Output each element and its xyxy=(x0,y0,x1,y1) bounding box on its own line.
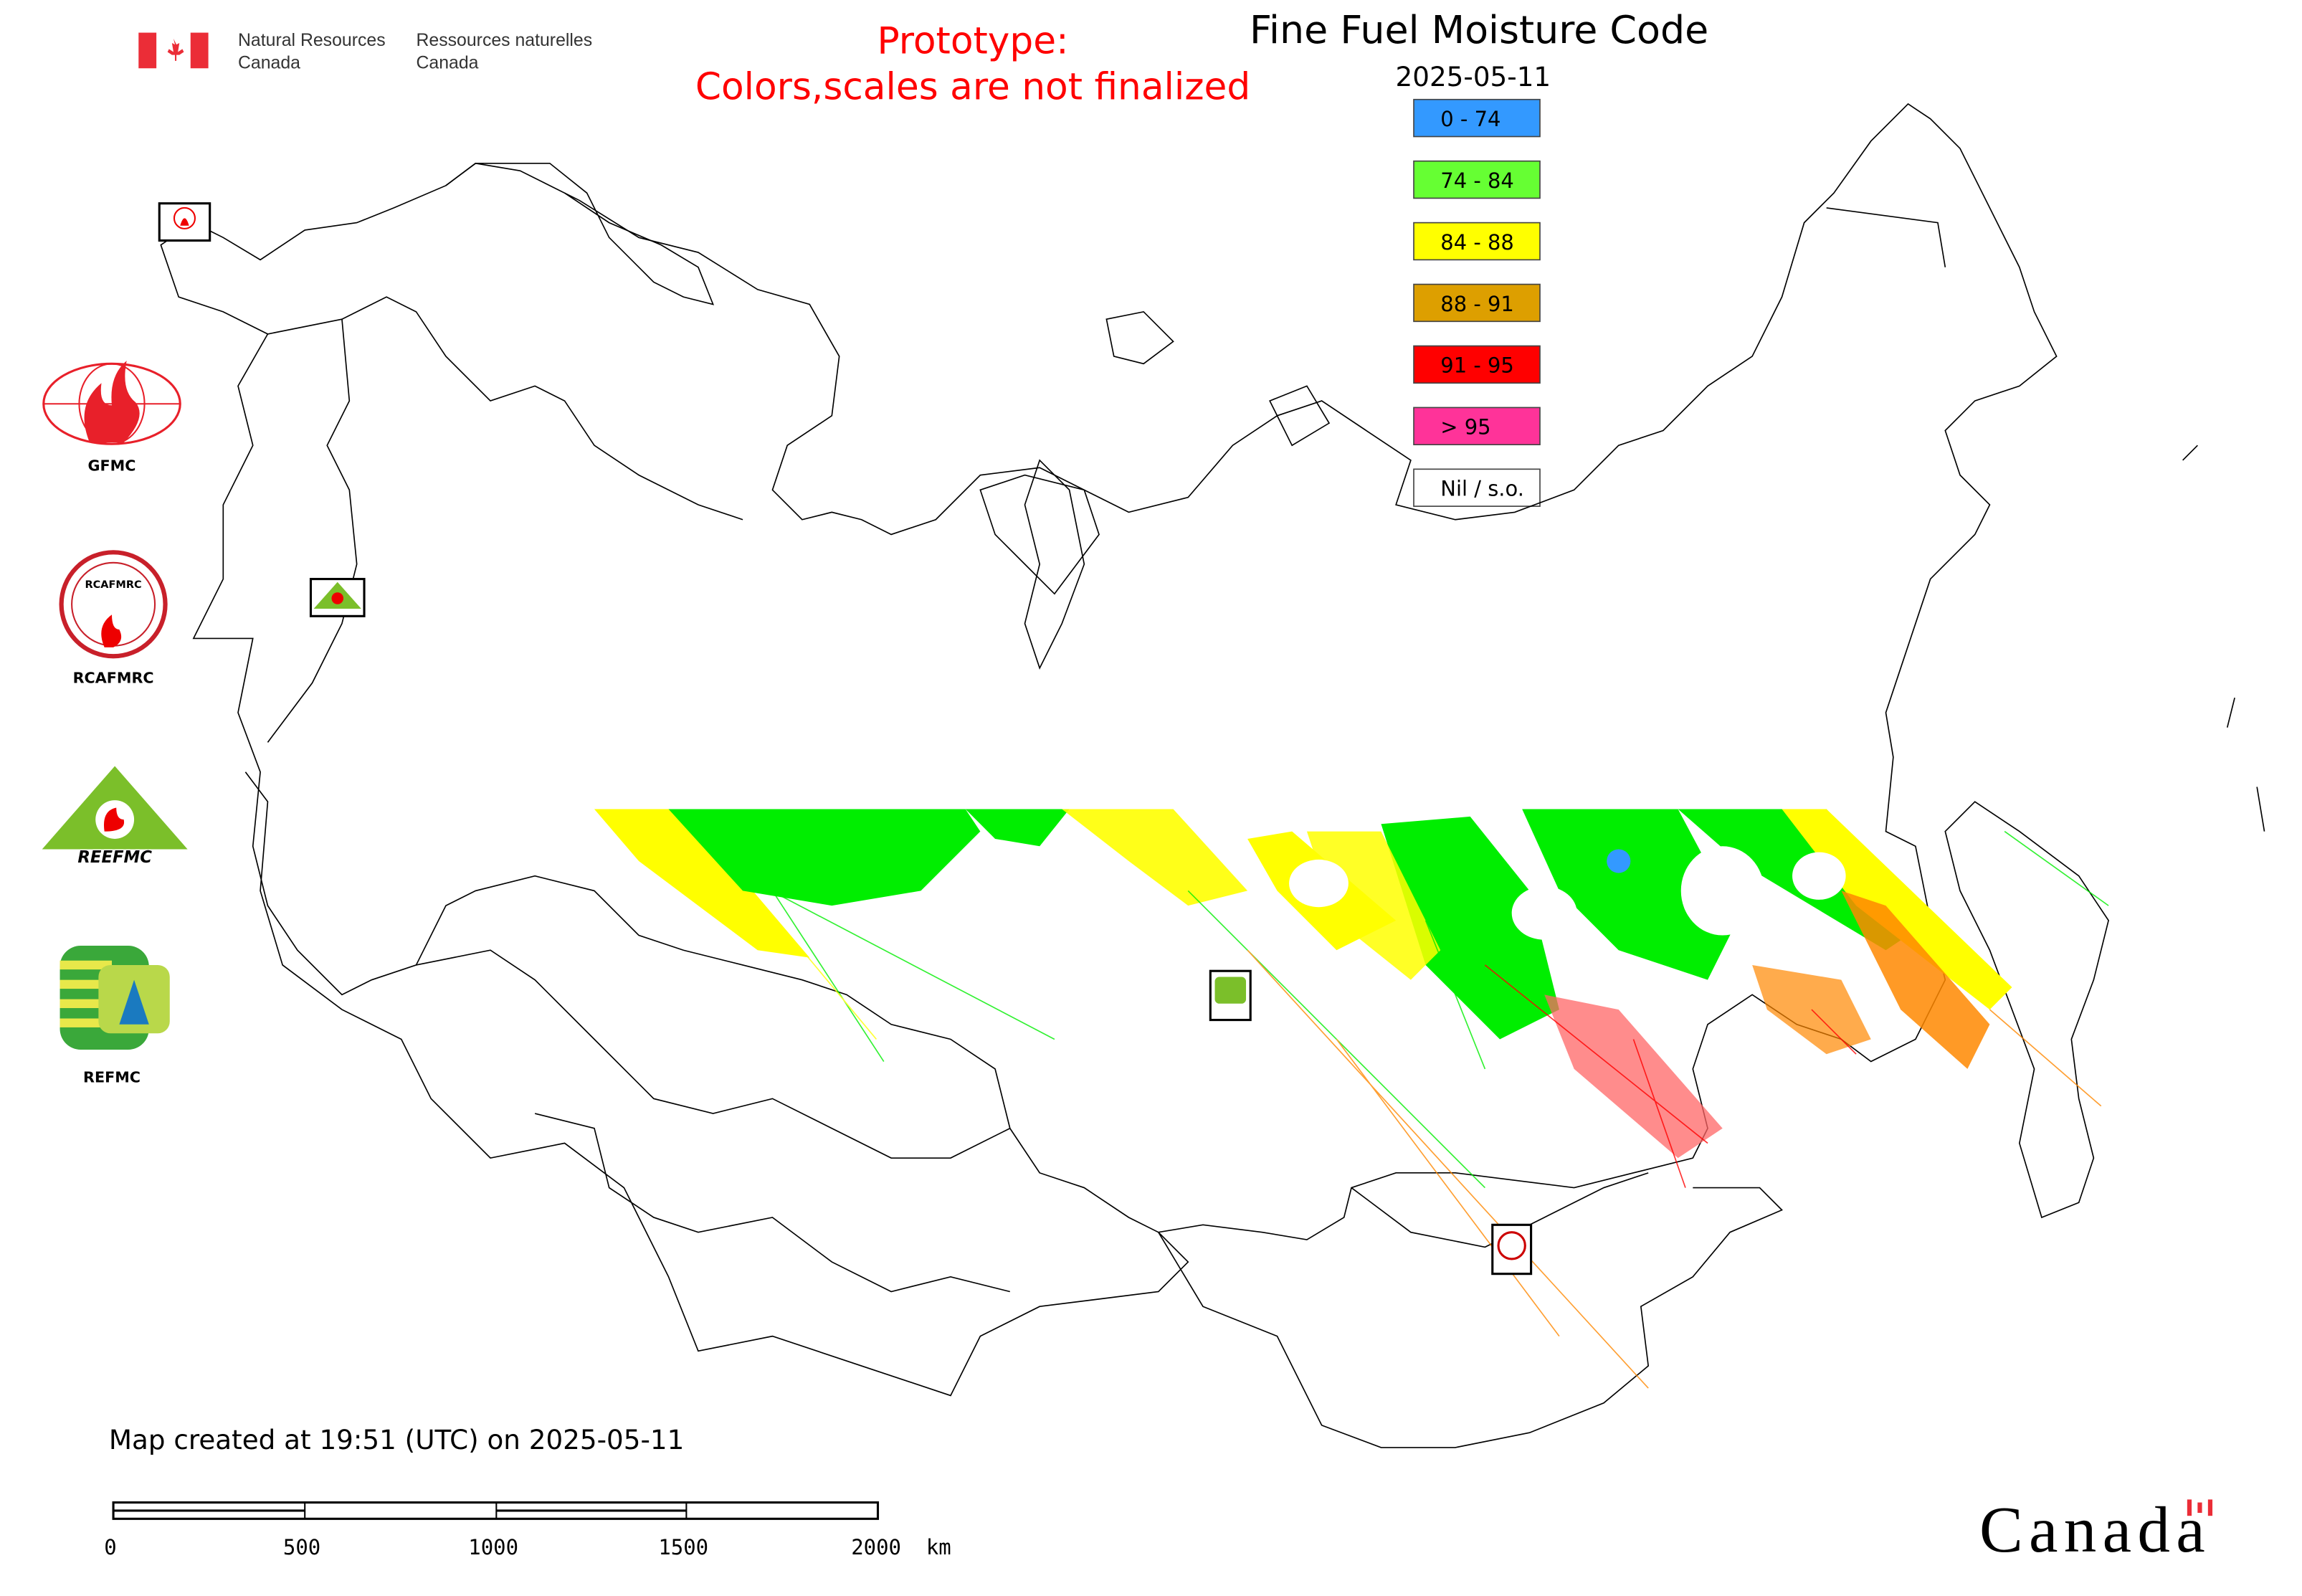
refmc-label: REFMC xyxy=(83,1069,141,1086)
legend-swatch xyxy=(1413,98,1541,138)
legend-item: 74 - 84 xyxy=(1413,160,1541,199)
legend-item: Nil / s.o. xyxy=(1413,468,1541,507)
gfmc-label: GFMC xyxy=(88,457,136,474)
legend-label: 74 - 84 xyxy=(1440,168,1514,193)
legend-swatch xyxy=(1413,222,1541,261)
prototype-line2: Colors,scales are not finalized xyxy=(695,66,1250,109)
ffmc-data-overlay xyxy=(594,809,2109,1389)
refmc-logo xyxy=(60,946,170,1050)
legend-item: 0 - 74 xyxy=(1413,98,1541,138)
gfmc-marker-icon[interactable] xyxy=(158,202,211,242)
rcafmrc-label: RCAFMRC xyxy=(73,670,154,687)
legend-label: 84 - 88 xyxy=(1440,230,1514,255)
legend-label: > 95 xyxy=(1440,415,1490,440)
scale-label-2000: 2000 km xyxy=(851,1535,951,1559)
legend-item: 91 - 95 xyxy=(1413,345,1541,384)
country-borders xyxy=(160,103,2265,1448)
legend-item: 88 - 91 xyxy=(1413,283,1541,323)
canada-flag-icon xyxy=(138,32,209,69)
scale-label-500: 500 xyxy=(283,1535,320,1559)
reefmc-logo: REEFMC xyxy=(42,766,188,867)
scale-bar xyxy=(112,1501,880,1520)
rcafmrc-logo: RCAFMRC xyxy=(59,550,168,659)
rcafmrc-logo-text: RCAFMRC xyxy=(85,579,142,591)
scale-label-0: 0 xyxy=(104,1535,116,1559)
legend-swatch xyxy=(1413,407,1541,446)
refmc-marker-icon[interactable] xyxy=(1209,969,1252,1022)
legend-swatch xyxy=(1413,160,1541,199)
legend-label: 0 - 74 xyxy=(1440,107,1500,131)
legend-label: 91 - 95 xyxy=(1440,353,1514,378)
rcafmrc-marker-icon[interactable] xyxy=(1491,1223,1533,1276)
wordmark-flag-icon xyxy=(2187,1499,2213,1516)
legend-label: Nil / s.o. xyxy=(1440,477,1524,501)
reefmc-logo-text: REEFMC xyxy=(77,848,152,867)
scale-label-1500: 1500 xyxy=(658,1535,708,1559)
agency-fr-line1: Ressources naturelles xyxy=(417,31,593,50)
legend-item: > 95 xyxy=(1413,407,1541,446)
reefmc-marker-icon[interactable] xyxy=(309,578,366,617)
map-title: Fine Fuel Moisture Code xyxy=(1250,7,1708,52)
legend: 0 - 74 74 - 84 84 - 88 88 - 91 91 - 95 > 95 Ni… xyxy=(1413,98,1541,507)
legend-swatch xyxy=(1413,345,1541,384)
map-created-text: Map created at 19:51 (UTC) on 2025-05-11 xyxy=(109,1424,684,1455)
scale-label-1000: 1000 xyxy=(468,1535,518,1559)
legend-swatch xyxy=(1413,468,1541,507)
agency-en-line1: Natural Resources xyxy=(238,31,386,50)
agency-en-line2: Canada xyxy=(238,53,300,72)
map-date: 2025-05-11 xyxy=(1396,61,1551,92)
legend-label: 88 - 91 xyxy=(1440,292,1514,316)
legend-swatch xyxy=(1413,283,1541,323)
scale-labels: 0 500 1000 1500 2000 km xyxy=(104,1535,951,1559)
canada-wordmark: Canada xyxy=(1979,1493,2213,1566)
agency-fr-line2: Canada xyxy=(417,53,479,72)
canada-wordmark-text: Canada xyxy=(1979,1493,2205,1566)
legend-item: 84 - 88 xyxy=(1413,222,1541,261)
prototype-line1: Prototype: xyxy=(877,20,1068,63)
gfmc-logo xyxy=(42,361,181,445)
